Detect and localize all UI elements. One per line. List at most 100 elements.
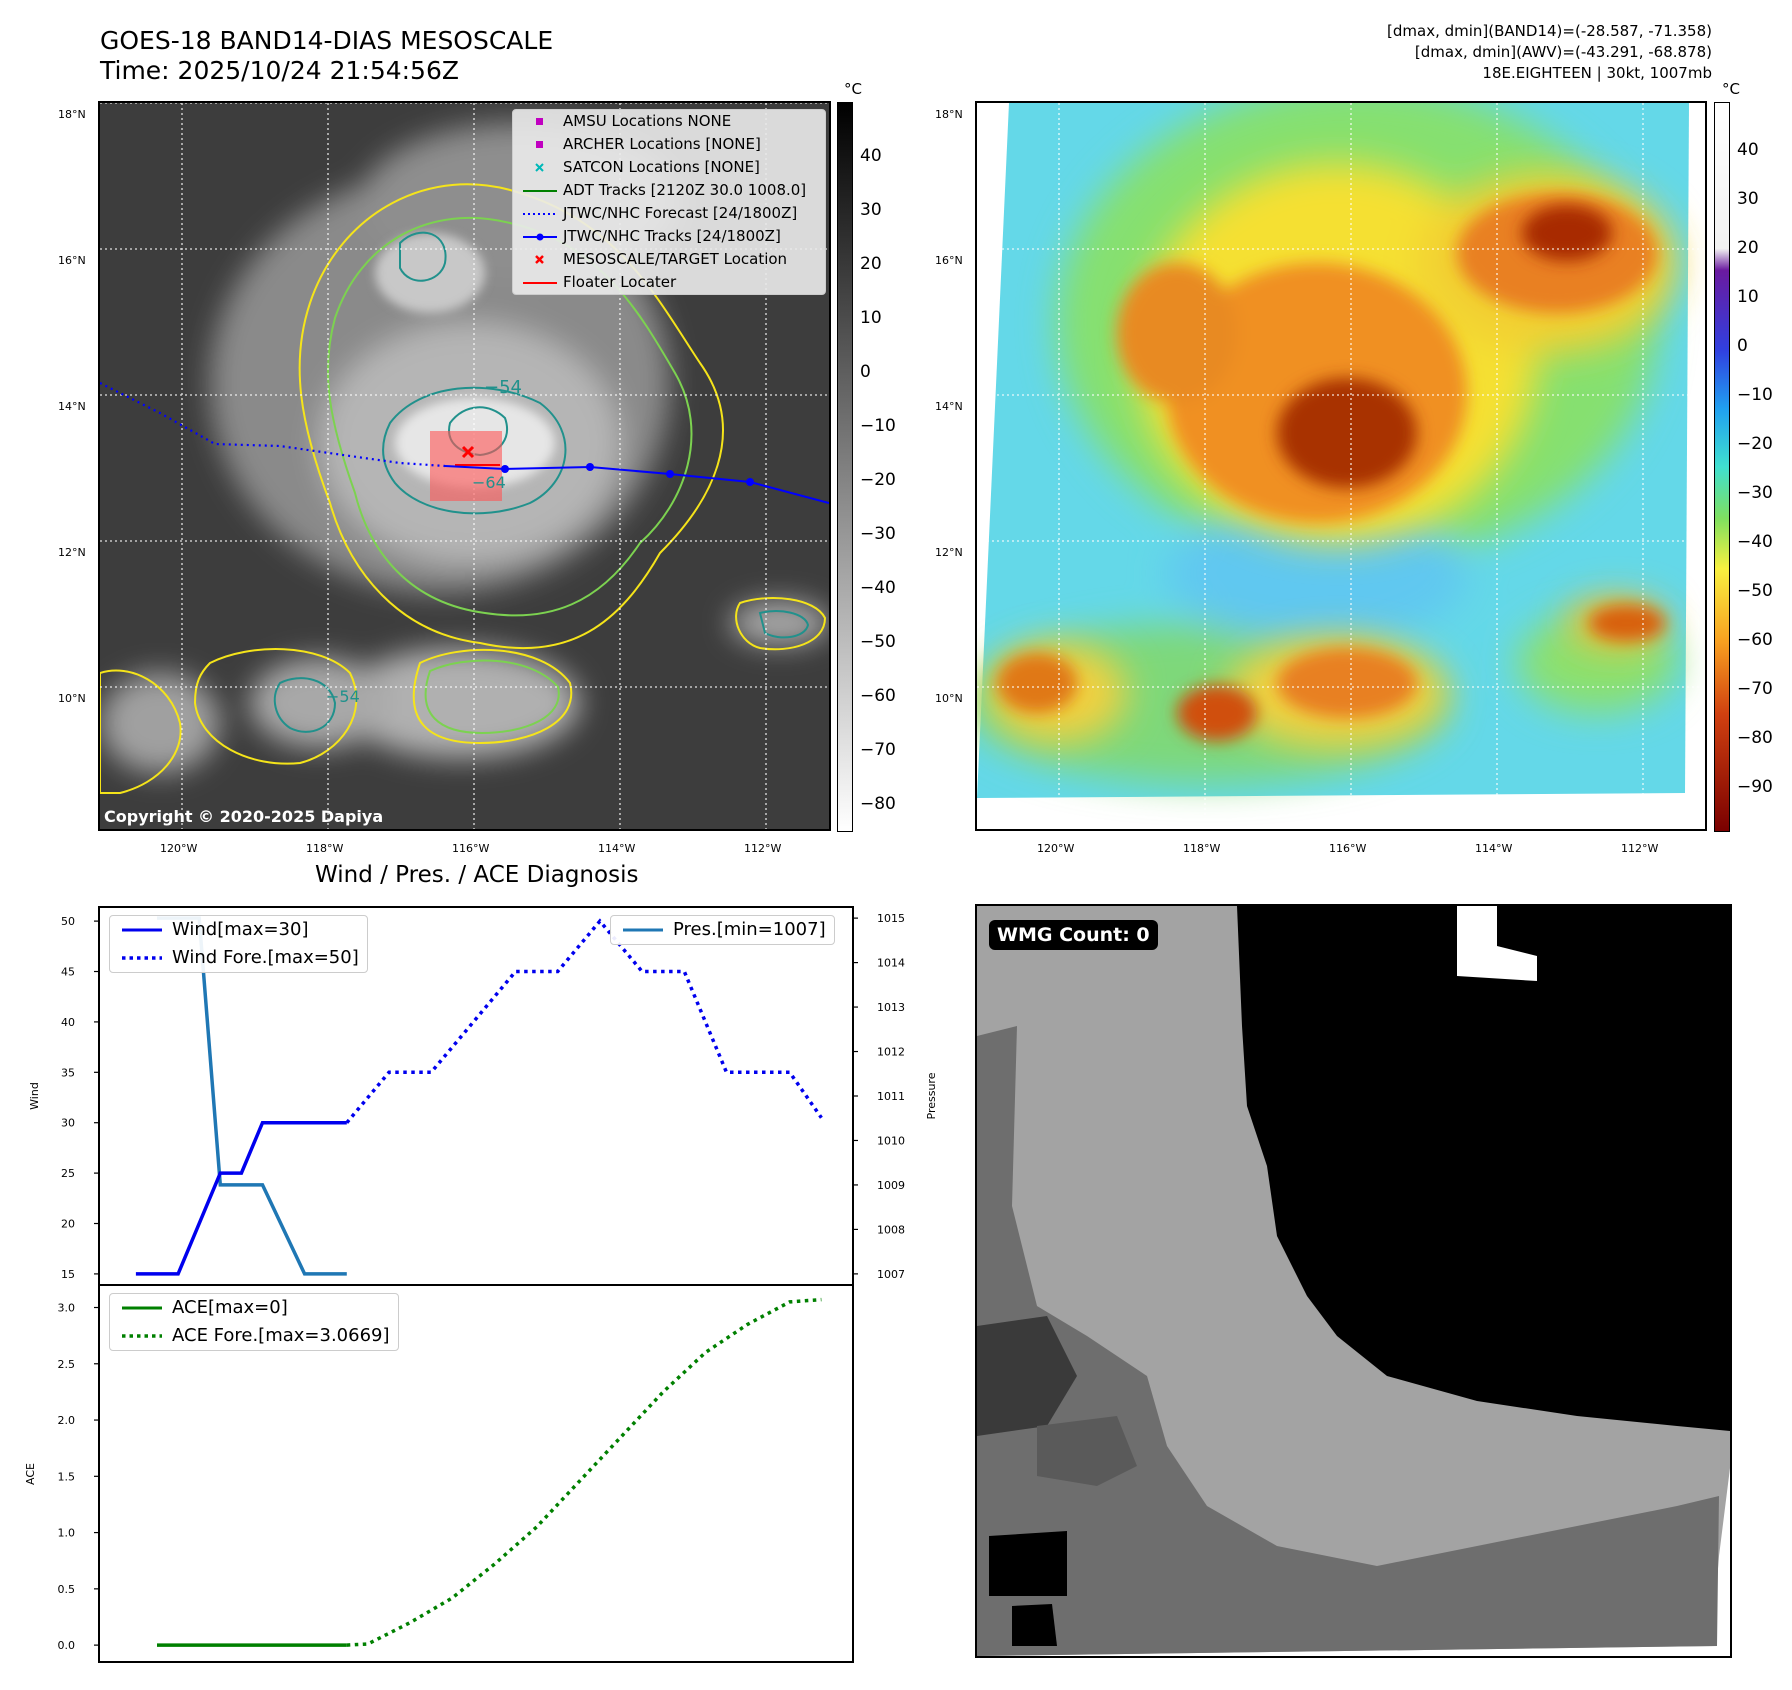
legend-item: AMSU Locations NONE: [513, 110, 825, 133]
contour-label: −54: [484, 377, 522, 398]
colorbar-unit: °C: [1722, 80, 1740, 98]
lat-label: 10°N: [935, 692, 963, 705]
pressure-legend: Pres.[min=1007]: [610, 915, 835, 945]
wmg-panel: WMG Count: 0: [975, 904, 1732, 1658]
lat-label: 12°N: [935, 546, 963, 559]
legend-item: ACE Fore.[max=3.0669]: [110, 1322, 398, 1350]
awv-map-image: [977, 103, 1705, 829]
legend-item: ADT Tracks [2120Z 30.0 1008.0]: [513, 179, 825, 202]
ace-tick-label: 0.0: [58, 1639, 76, 1652]
wmg-count-badge: WMG Count: 0: [989, 920, 1158, 950]
colorbar-tick: −70: [1737, 679, 1773, 699]
colorbar-tick: 0: [860, 362, 871, 382]
line-dot-icon: [523, 233, 557, 241]
wind-line: [135, 1120, 347, 1276]
legend-item: ACE[max=0]: [110, 1294, 398, 1322]
wind-tick-label: 20: [61, 1218, 75, 1231]
colorbar-tick: −70: [860, 740, 896, 760]
colorbar-tick: 30: [1737, 189, 1759, 209]
gray-colorbar: [837, 102, 853, 832]
copyright: Copyright © 2020-2025 Dapiya: [104, 807, 384, 826]
colorbar-tick: −50: [860, 632, 896, 652]
legend-item: Wind[max=30]: [110, 916, 367, 944]
lat-label: 12°N: [58, 546, 86, 559]
ace-tick-label: 2.5: [58, 1358, 76, 1371]
lat-label: 18°N: [935, 108, 963, 121]
colorbar-tick: −40: [1737, 532, 1773, 552]
diagnosis-title: Wind / Pres. / ACE Diagnosis: [315, 862, 639, 888]
wind-tick-label: 40: [61, 1016, 75, 1029]
lon-label: 112°W: [744, 842, 782, 855]
lon-label: 116°W: [1329, 842, 1367, 855]
lat-label: 16°N: [935, 254, 963, 267]
colorbar-tick: 20: [1737, 238, 1759, 258]
legend-item: ARCHER Locations [NONE]: [513, 133, 825, 156]
colorbar-tick: 20: [860, 254, 882, 274]
pressure-tick-label: 1010: [877, 1134, 905, 1147]
lat-label: 14°N: [935, 400, 963, 413]
legend-item: Pres.[min=1007]: [611, 916, 834, 944]
pressure-tick-label: 1012: [877, 1046, 905, 1059]
colorbar-tick: −30: [1737, 483, 1773, 503]
ace-axes: [98, 1284, 854, 1663]
wind-axis-label: Wind: [28, 1082, 41, 1110]
pressure-tick-label: 1011: [877, 1090, 905, 1103]
lon-label: 114°W: [1475, 842, 1513, 855]
dotted-line-icon: [122, 956, 162, 960]
pressure-tick-label: 1013: [877, 1001, 905, 1014]
info-band14: [dmax, dmin](BAND14)=(-28.587, -71.358): [1387, 22, 1712, 40]
line-icon: [523, 190, 557, 192]
ace-axis-label: ACE: [24, 1463, 37, 1485]
wind-legend: Wind[max=30] Wind Fore.[max=50]: [109, 915, 368, 973]
colorbar-unit: °C: [844, 80, 862, 98]
lon-label: 118°W: [1183, 842, 1221, 855]
lon-label: 116°W: [452, 842, 490, 855]
colorbar-tick: −40: [860, 578, 896, 598]
info-storm: 18E.EIGHTEEN | 30kt, 1007mb: [1482, 64, 1712, 82]
square-icon: [536, 141, 543, 148]
wind-tick-label: 15: [61, 1268, 75, 1281]
pressure-tick-label: 1007: [877, 1268, 905, 1281]
wind-tick-label: 25: [61, 1167, 75, 1180]
solid-line-icon: [122, 928, 162, 932]
colorbar-tick: 0: [1737, 336, 1748, 356]
lon-label: 118°W: [306, 842, 344, 855]
colorbar-tick: 40: [1737, 140, 1759, 160]
ir-map-panel: −54 −64 −54 Copyright © 2020-2025 Dapiya…: [98, 101, 831, 831]
colorbar-tick: −90: [1737, 777, 1773, 797]
awv-map-panel: [975, 101, 1707, 831]
pressure-tick-label: 1015: [877, 912, 905, 925]
legend-item: Wind Fore.[max=50]: [110, 944, 367, 972]
legend-item: MESOSCALE/TARGET Location: [513, 248, 825, 271]
colorbar-tick: −20: [1737, 434, 1773, 454]
colorbar-tick: 40: [860, 146, 882, 166]
info-awv: [dmax, dmin](AWV)=(-43.291, -68.878): [1414, 43, 1712, 61]
contour-label: −54: [326, 687, 360, 706]
colorbar-tick: −30: [860, 524, 896, 544]
lon-label: 112°W: [1621, 842, 1659, 855]
lat-label: 14°N: [58, 400, 86, 413]
colorbar-tick: −20: [860, 470, 896, 490]
map-legend: AMSU Locations NONE ARCHER Locations [NO…: [512, 109, 826, 295]
contour-label: −64: [472, 473, 506, 492]
lat-label: 16°N: [58, 254, 86, 267]
legend-item: SATCON Locations [NONE]: [513, 156, 825, 179]
lon-label: 120°W: [160, 842, 198, 855]
pressure-tick-label: 1008: [877, 1223, 905, 1236]
solid-line-icon: [623, 928, 663, 932]
square-icon: [536, 118, 543, 125]
ace-tick-label: 3.0: [58, 1302, 76, 1315]
colorbar-tick: −10: [1737, 385, 1773, 405]
wmg-image: [977, 906, 1730, 1656]
colorbar-tick: −50: [1737, 581, 1773, 601]
lat-label: 10°N: [58, 692, 86, 705]
colorbar-tick: −10: [860, 416, 896, 436]
lat-label: 18°N: [58, 108, 86, 121]
pressure-axis-label: Pressure: [925, 1072, 938, 1119]
solid-line-icon: [122, 1306, 162, 1310]
ace-tick-label: 1.0: [58, 1527, 76, 1540]
awv-colorbar: [1714, 102, 1730, 832]
pressure-tick-label: 1009: [877, 1179, 905, 1192]
lon-label: 120°W: [1037, 842, 1075, 855]
diagnosis-chart: 15 20 25 30 35 40 45 50 1007 1008 1009 1010 1011 101…: [24, 906, 938, 1663]
